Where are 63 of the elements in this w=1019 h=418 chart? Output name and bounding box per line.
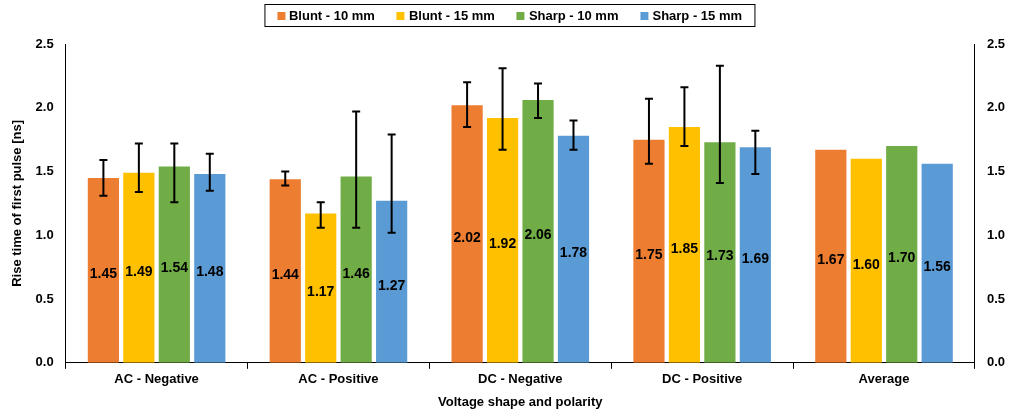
data-label: 1.27 (378, 276, 406, 293)
data-label: 1.60 (852, 255, 881, 272)
y2-tick-label: 1.5 (986, 163, 1006, 179)
bar (850, 158, 882, 363)
data-label: 1.75 (635, 246, 663, 263)
x-tick-label: Average (858, 371, 910, 387)
bar (194, 174, 226, 363)
y-tick-label: 1.0 (35, 226, 54, 242)
x-axis-title: Voltage shape and polarity (438, 393, 604, 409)
legend-label: Sharp - 10 mm (527, 8, 619, 23)
bar (921, 163, 953, 363)
bar (668, 126, 701, 363)
bar (704, 142, 736, 363)
y-tick-label: 2.5 (35, 35, 54, 51)
legend-label: Sharp - 15 mm (651, 8, 743, 23)
data-label: 1.46 (342, 264, 371, 281)
data-label: 1.17 (307, 283, 335, 300)
y-tick-label: 1.5 (35, 163, 54, 179)
data-label: 2.06 (524, 226, 552, 243)
data-label: 1.44 (271, 265, 300, 282)
y2-tick-label: 2.5 (986, 35, 1006, 51)
x-tick-label: AC - Positive (298, 371, 379, 387)
legend-label: Blunt - 15 mm (407, 8, 495, 23)
bar (305, 213, 337, 363)
bar (158, 166, 190, 363)
y2-tick-label: 0.5 (986, 290, 1006, 306)
y-tick-label: 0.5 (35, 290, 54, 306)
x-tick-label: DC - Negative (478, 371, 563, 387)
y2-tick-label: 0.0 (986, 354, 1006, 370)
bar (522, 100, 554, 363)
bar (269, 179, 301, 363)
data-label: 1.73 (706, 247, 734, 264)
data-label: 1.70 (888, 249, 916, 266)
x-tick-label: DC - Positive (662, 371, 743, 387)
data-label: 1.54 (160, 259, 189, 276)
bar (557, 135, 590, 363)
bar (340, 176, 372, 363)
data-label: 1.56 (923, 258, 952, 275)
bar (123, 172, 155, 363)
bar (739, 147, 771, 363)
bar (815, 149, 847, 363)
data-label: 2.02 (453, 228, 481, 245)
data-label: 1.48 (196, 263, 224, 280)
data-label: 1.49 (125, 262, 153, 279)
x-tick-label: AC - Negative (114, 371, 199, 387)
legend-label: Blunt - 10 mm (287, 8, 375, 23)
data-label: 1.92 (488, 235, 517, 252)
data-label: 1.69 (741, 249, 770, 266)
y-tick-label: 2.0 (35, 99, 54, 115)
bar (886, 146, 918, 363)
y-axis-title: Rise time of first pulse [ns] (9, 119, 25, 287)
data-label: 1.45 (89, 265, 118, 282)
data-label: 1.67 (817, 251, 845, 268)
bar (376, 200, 408, 363)
y2-tick-label: 1.0 (986, 226, 1006, 242)
data-label: 1.78 (559, 244, 588, 261)
bar (486, 117, 519, 363)
y2-tick-label: 2.0 (986, 99, 1006, 115)
bar (633, 139, 665, 363)
bar (87, 177, 120, 363)
bar (451, 105, 483, 363)
data-label: 1.85 (670, 239, 699, 256)
y-tick-label: 0.0 (35, 354, 54, 370)
